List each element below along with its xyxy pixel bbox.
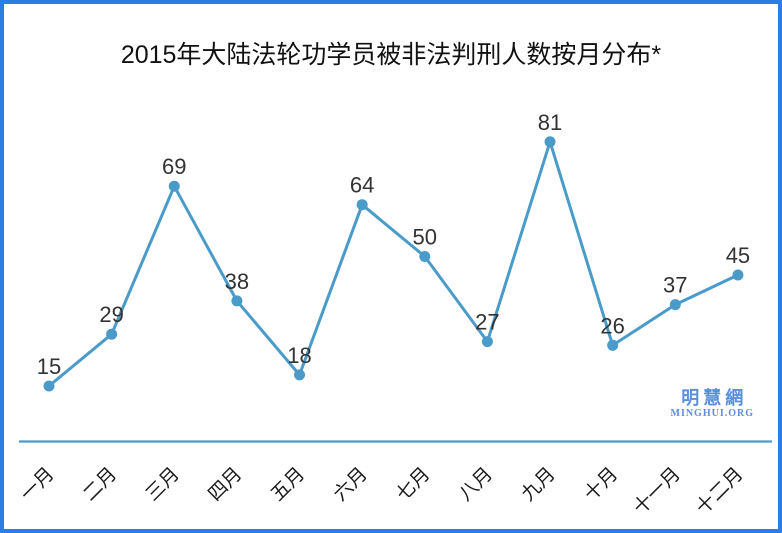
point-value-label: 18 (287, 343, 311, 368)
x-axis-label: 十二月 (692, 463, 748, 519)
x-axis-label: 八月 (455, 464, 497, 506)
point-value-label: 45 (726, 243, 750, 268)
x-axis-label: 一月 (17, 464, 59, 506)
x-axis-label: 十月 (580, 463, 622, 505)
x-axis-label: 三月 (142, 464, 184, 506)
x-axis-label: 十一月 (629, 463, 685, 519)
data-point (419, 251, 431, 262)
line-chart-canvas: 15 一月 29 二月 69 三月 38 四月 18 五月 64 六月 50 七月 27 八月 81 九月 26 十月… (17, 110, 772, 519)
minghui-watermark: 明慧網 MINGHUI.ORG (671, 389, 755, 419)
data-point (43, 380, 55, 392)
x-axis-label: 二月 (79, 464, 121, 506)
point-value-label: 38 (225, 269, 249, 294)
chart-title: 2015年大陆法轮功学员被非法判刑人数按月分布* (120, 41, 662, 69)
data-point (544, 136, 556, 148)
data-point (231, 295, 243, 307)
data-point (356, 199, 368, 211)
point-value-label: 29 (99, 302, 123, 327)
series-line (47, 140, 740, 388)
data-point (732, 269, 744, 281)
data-point (669, 299, 681, 311)
data-point (607, 339, 619, 351)
data-point (294, 369, 306, 381)
data-point (106, 328, 118, 340)
point-value-label: 50 (413, 225, 437, 250)
minghui-url-text: MINGHUI.ORG (670, 407, 754, 419)
x-axis-label: 五月 (267, 464, 309, 506)
point-value-label: 26 (600, 313, 624, 338)
x-axis-label: 九月 (517, 463, 559, 505)
point-value-label: 81 (538, 110, 562, 135)
x-axis-label: 六月 (329, 463, 371, 505)
x-axis-label: 四月 (205, 464, 247, 506)
point-value-label: 15 (37, 354, 61, 379)
data-point (481, 336, 493, 348)
point-value-label: 27 (475, 310, 499, 335)
minghui-logo-text: 明慧網 (681, 388, 748, 408)
point-value-label: 64 (350, 173, 374, 198)
x-axis-label: 七月 (392, 463, 434, 505)
point-value-label: 37 (663, 273, 687, 298)
data-point (168, 180, 180, 192)
point-value-label: 69 (162, 154, 186, 179)
